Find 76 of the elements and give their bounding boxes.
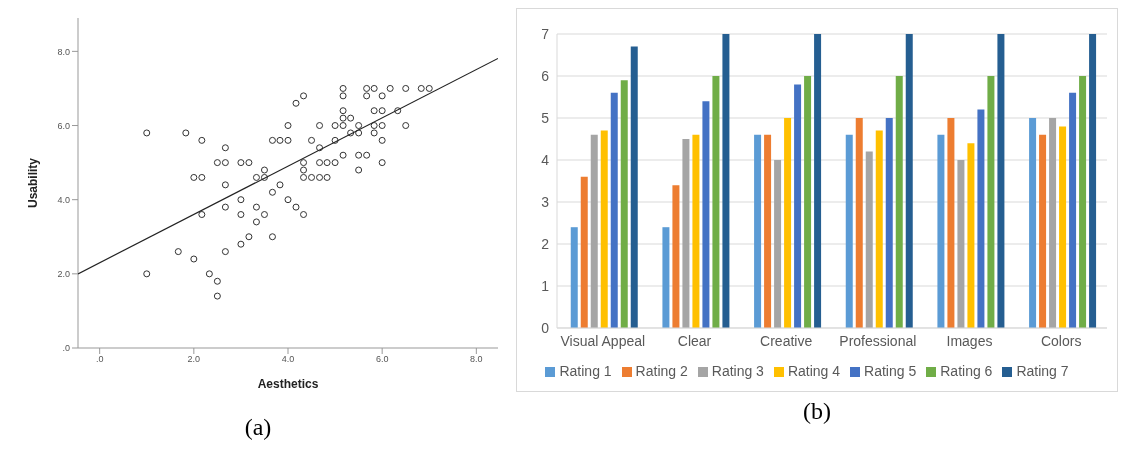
bar (1089, 34, 1097, 328)
bar (610, 92, 618, 328)
bar (580, 176, 588, 328)
legend-label: Rating 2 (635, 363, 688, 379)
bar (672, 185, 680, 328)
bar (662, 227, 670, 328)
x-axis-title: Aesthetics (257, 377, 319, 391)
y-tick-label: 8.0 (57, 46, 70, 57)
bar (692, 134, 700, 328)
y-tick-label: 4.0 (57, 194, 70, 205)
bar (855, 118, 863, 328)
x-tick-label: 6.0 (375, 354, 389, 365)
bar (682, 139, 690, 328)
bar (875, 130, 883, 328)
legend-label: Rating 1 (559, 363, 612, 379)
x-tick-label: Images (946, 332, 993, 349)
y-tick-label: 6 (541, 67, 550, 84)
y-tick-label: 1 (541, 277, 550, 294)
bar (712, 76, 720, 328)
bar (987, 76, 995, 328)
bar (895, 76, 903, 328)
bar (905, 34, 913, 328)
bar (794, 84, 802, 328)
bar (784, 118, 792, 328)
legend-label: Rating 7 (1016, 363, 1069, 379)
bar (1059, 126, 1067, 328)
y-tick-label: 2.0 (57, 269, 70, 280)
y-tick-label: 2 (541, 235, 550, 252)
legend-label: Rating 3 (711, 363, 764, 379)
bar (967, 143, 975, 328)
legend-label: Rating 4 (787, 363, 841, 379)
x-tick-label: Creative (760, 332, 813, 349)
x-tick-label: Colors (1040, 332, 1082, 349)
bar (947, 118, 955, 328)
bar (590, 134, 598, 328)
y-tick-label: 3 (541, 193, 550, 210)
text: (a) (243, 414, 273, 441)
y-tick-label: 0 (541, 319, 550, 336)
bar (937, 134, 945, 328)
bar (1069, 92, 1077, 328)
y-tick-label: 6.0 (57, 120, 70, 131)
bar (1039, 134, 1047, 328)
bar (814, 34, 822, 328)
x-tick-label: 4.0 (281, 354, 295, 365)
y-axis-title: Usability (26, 157, 41, 209)
text: (b) (802, 398, 832, 425)
bar (764, 134, 772, 328)
x-tick-label: 2.0 (187, 354, 201, 365)
x-tick-label: Clear (677, 332, 712, 349)
bar (865, 151, 873, 328)
legend-label: Rating 6 (940, 363, 993, 379)
bar (774, 160, 782, 328)
y-tick-label: 7 (541, 25, 550, 42)
x-tick-label: Visual Appeal (560, 332, 646, 349)
bar (600, 130, 608, 328)
x-tick-label: Professional (839, 332, 917, 349)
bar (722, 34, 730, 328)
bar (804, 76, 812, 328)
x-tick-label: .0 (95, 354, 104, 365)
bar (620, 80, 628, 328)
bar (702, 101, 710, 328)
x-tick-label: 8.0 (470, 354, 483, 365)
y-tick-label: 4 (541, 151, 550, 168)
y-tick-label: 5 (541, 109, 550, 126)
bar (570, 227, 578, 328)
bar (1079, 76, 1087, 328)
legend-label: Rating 5 (864, 363, 917, 379)
bar (630, 46, 638, 328)
bar (885, 118, 893, 328)
bar (1049, 118, 1057, 328)
bar (957, 160, 965, 328)
bar (845, 134, 853, 328)
bar (997, 34, 1005, 328)
bar (977, 109, 985, 328)
bar (754, 134, 762, 328)
bar (1029, 118, 1037, 328)
